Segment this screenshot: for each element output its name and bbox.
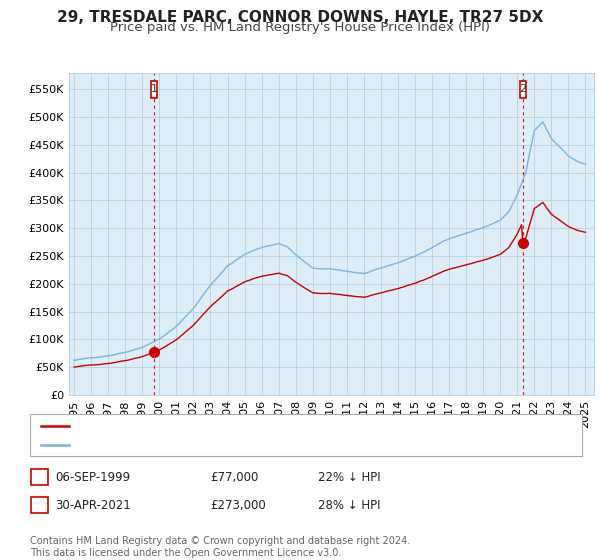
FancyBboxPatch shape xyxy=(520,81,526,98)
Text: 22% ↓ HPI: 22% ↓ HPI xyxy=(318,470,380,484)
Text: 1: 1 xyxy=(36,472,43,482)
Text: 29, TRESDALE PARC, CONNOR DOWNS, HAYLE, TR27 5DX: 29, TRESDALE PARC, CONNOR DOWNS, HAYLE, … xyxy=(57,10,543,25)
Text: 06-SEP-1999: 06-SEP-1999 xyxy=(55,470,130,484)
Text: 30-APR-2021: 30-APR-2021 xyxy=(55,498,131,512)
Text: 2: 2 xyxy=(520,85,526,95)
Text: 1: 1 xyxy=(151,85,157,95)
Text: HPI: Average price, detached house, Cornwall: HPI: Average price, detached house, Corn… xyxy=(73,440,328,450)
Text: Price paid vs. HM Land Registry's House Price Index (HPI): Price paid vs. HM Land Registry's House … xyxy=(110,21,490,34)
Text: 28% ↓ HPI: 28% ↓ HPI xyxy=(318,498,380,512)
Text: £77,000: £77,000 xyxy=(210,470,259,484)
Text: Contains HM Land Registry data © Crown copyright and database right 2024.
This d: Contains HM Land Registry data © Crown c… xyxy=(30,536,410,558)
FancyBboxPatch shape xyxy=(151,81,157,98)
Text: £273,000: £273,000 xyxy=(210,498,266,512)
Text: 2: 2 xyxy=(36,500,43,510)
Text: 29, TRESDALE PARC, CONNOR DOWNS, HAYLE, TR27 5DX (detached house): 29, TRESDALE PARC, CONNOR DOWNS, HAYLE, … xyxy=(73,421,494,431)
